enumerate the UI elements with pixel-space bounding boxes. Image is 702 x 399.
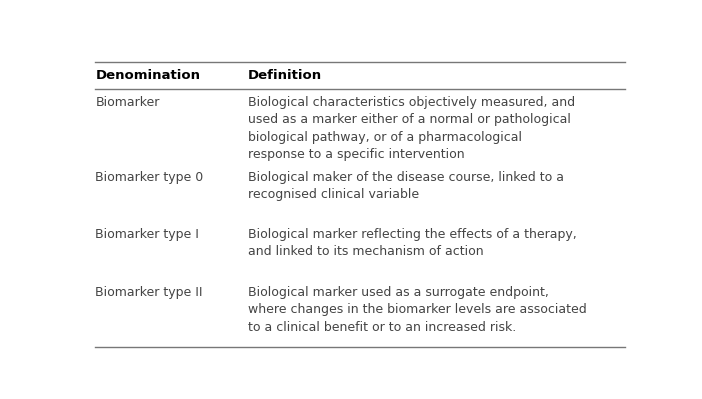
Text: Biological marker used as a surrogate endpoint,
where changes in the biomarker l: Biological marker used as a surrogate en…	[249, 286, 587, 334]
Text: Denomination: Denomination	[95, 69, 200, 82]
Text: Biomarker: Biomarker	[95, 95, 160, 109]
Text: Definition: Definition	[249, 69, 322, 82]
Text: Biomarker type 0: Biomarker type 0	[95, 171, 204, 184]
Text: Biological maker of the disease course, linked to a
recognised clinical variable: Biological maker of the disease course, …	[249, 171, 564, 201]
Text: Biomarker type II: Biomarker type II	[95, 286, 203, 299]
Text: Biological marker reflecting the effects of a therapy,
and linked to its mechani: Biological marker reflecting the effects…	[249, 227, 577, 258]
Text: Biological characteristics objectively measured, and
used as a marker either of : Biological characteristics objectively m…	[249, 95, 576, 161]
Text: Biomarker type I: Biomarker type I	[95, 227, 199, 241]
